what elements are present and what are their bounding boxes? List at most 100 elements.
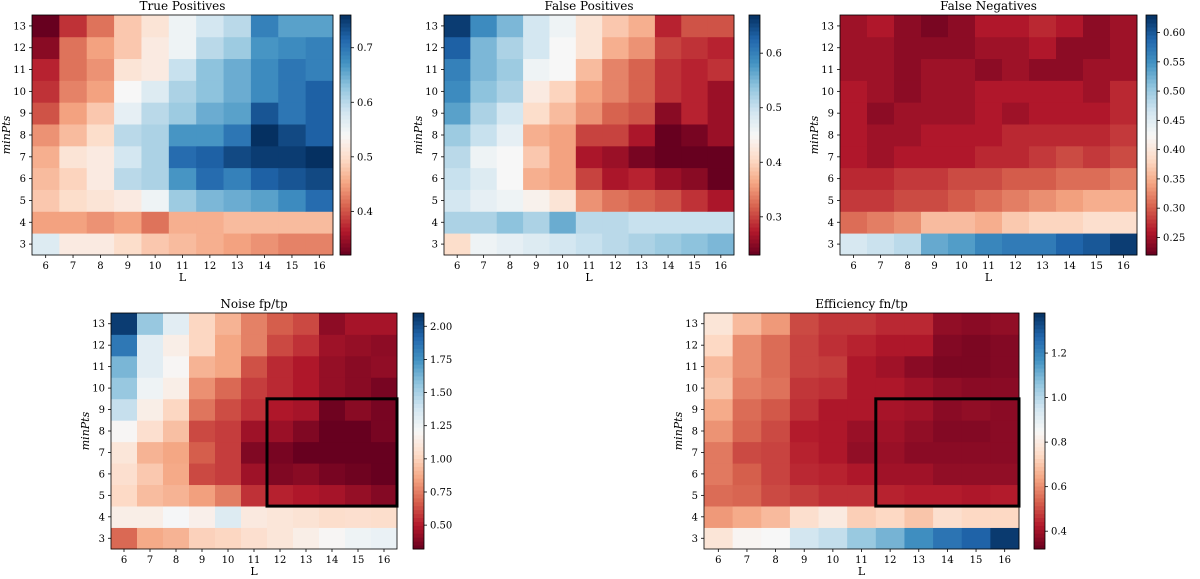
heatmap-cell-5-12 bbox=[196, 189, 224, 212]
heatmap-cell-4-9 bbox=[789, 506, 819, 528]
heatmap-cell-9-10 bbox=[948, 102, 976, 125]
heatmap-cell-7-14 bbox=[1056, 145, 1084, 169]
colorbar-segment bbox=[1146, 55, 1157, 60]
colorbar-segment bbox=[1034, 493, 1045, 499]
heatmap-cell-11-11 bbox=[847, 355, 877, 378]
heatmap-cell-4-11 bbox=[168, 211, 197, 234]
colorbar-segment bbox=[340, 183, 351, 188]
heatmap-cell-10-8 bbox=[496, 80, 524, 103]
heatmap-cell-12-16 bbox=[990, 334, 1020, 357]
colorbar-segment bbox=[340, 19, 351, 24]
heatmap-cell-5-9 bbox=[523, 189, 550, 212]
heatmap-cell-12-7 bbox=[59, 36, 88, 60]
heatmap-cell-9-15 bbox=[278, 102, 307, 125]
heatmap-cell-6-8 bbox=[86, 167, 115, 190]
heatmap-cell-6-7 bbox=[59, 167, 88, 190]
heatmap-cell-5-11 bbox=[168, 189, 197, 212]
heatmap-cell-3-15 bbox=[345, 527, 372, 550]
heatmap-cell-9-15 bbox=[345, 398, 372, 421]
heatmap-cell-12-15 bbox=[961, 334, 991, 357]
colorbar-tick-label: 0.25 bbox=[1163, 233, 1185, 244]
colorbar-segment bbox=[1146, 251, 1157, 256]
heatmap-cell-13-12 bbox=[602, 15, 629, 38]
heatmap-cell-3-9 bbox=[921, 233, 949, 256]
heatmap-cell-13-13 bbox=[223, 15, 252, 38]
heatmap-cell-8-12 bbox=[875, 420, 905, 443]
heatmap-cell-5-13 bbox=[223, 189, 252, 212]
heatmap-cell-6-6 bbox=[444, 167, 471, 190]
heatmap-cell-11-6 bbox=[840, 58, 868, 81]
heatmap-cell-7-9 bbox=[114, 145, 142, 169]
heatmap-cell-10-13 bbox=[628, 80, 656, 103]
colorbar-segment bbox=[413, 344, 424, 349]
heatmap-cell-12-14 bbox=[1056, 36, 1084, 60]
heatmap-cell-9-13 bbox=[223, 102, 252, 125]
heatmap-cell-13-10 bbox=[948, 15, 976, 38]
colorbar-segment bbox=[1146, 79, 1157, 84]
heatmap-cell-9-7 bbox=[59, 102, 88, 125]
colorbar-segment bbox=[749, 79, 760, 84]
heatmap-cell-4-8 bbox=[86, 211, 115, 234]
heatmap-cell-11-6 bbox=[32, 58, 60, 81]
heatmap-cell-13-15 bbox=[681, 15, 709, 38]
heatmap-cell-9-14 bbox=[1056, 102, 1084, 125]
heatmap-cell-9-12 bbox=[602, 102, 629, 125]
heatmap-cell-11-16 bbox=[305, 58, 334, 81]
heatmap-cell-10-9 bbox=[921, 80, 949, 103]
colorbar-segment bbox=[340, 163, 351, 168]
y-tick-label-8: 8 bbox=[20, 131, 26, 142]
colorbar-segment bbox=[1034, 470, 1045, 475]
heatmap-cell-12-13 bbox=[628, 36, 656, 60]
heatmap-cell-10-8 bbox=[894, 80, 922, 103]
heatmap-cell-9-6 bbox=[840, 102, 868, 125]
heatmap-cell-7-14 bbox=[933, 441, 963, 464]
heatmap-cell-6-9 bbox=[789, 463, 819, 486]
heatmap-cell-4-10 bbox=[818, 506, 848, 528]
heatmap-cell-7-16 bbox=[371, 441, 398, 464]
colorbar-segment bbox=[1146, 23, 1157, 28]
colorbar-segment bbox=[340, 191, 351, 196]
heatmap-cell-8-14 bbox=[1056, 124, 1084, 147]
colorbar-segment bbox=[1034, 533, 1045, 538]
colorbar-segment bbox=[413, 383, 424, 389]
heatmap-cell-4-8 bbox=[163, 506, 190, 528]
colorbar-segment bbox=[1034, 399, 1045, 404]
heatmap-cell-13-9 bbox=[921, 15, 949, 38]
x-tick-label-16: 16 bbox=[313, 261, 326, 272]
heatmap-cell-3-12 bbox=[602, 233, 629, 256]
heatmap-cell-8-15 bbox=[1083, 124, 1111, 147]
colorbar-segment bbox=[413, 497, 424, 503]
heatmap-cell-5-10 bbox=[549, 189, 577, 212]
colorbar-segment bbox=[1034, 431, 1045, 436]
heatmap-cell-10-6 bbox=[32, 80, 60, 103]
colorbar-segment bbox=[340, 119, 351, 124]
colorbar-segment bbox=[1034, 525, 1045, 530]
heatmap-cell-4-9 bbox=[523, 211, 550, 234]
colorbar-segment bbox=[1034, 545, 1045, 550]
heatmap-cell-12-8 bbox=[163, 334, 190, 357]
colorbar-segment bbox=[413, 427, 424, 432]
heatmap-cell-12-6 bbox=[840, 36, 868, 60]
y-tick-label-12: 12 bbox=[821, 43, 834, 54]
colorbar-segment bbox=[413, 375, 424, 381]
colorbar-segment bbox=[749, 83, 760, 88]
colorbar-segment bbox=[413, 391, 424, 397]
heatmap-cell-6-13 bbox=[223, 167, 252, 190]
colorbar-tick-label: 1.50 bbox=[430, 388, 452, 399]
heatmap-cell-10-11 bbox=[168, 80, 197, 103]
heatmap-cell-3-15 bbox=[278, 233, 307, 256]
colorbar-segment bbox=[340, 239, 351, 244]
heatmap-cell-6-6 bbox=[704, 463, 734, 486]
heatmap-panel-1: 6 7 8 9 10 11 12 13 14 15 16 3 4 5 6 7 8 9 10 11 12 13 True Po… bbox=[0, 0, 373, 284]
heatmap-cell-13-8 bbox=[86, 15, 115, 38]
heatmap-cell-12-7 bbox=[867, 36, 895, 60]
heatmap-cell-4-6 bbox=[840, 211, 868, 234]
colorbar-segment bbox=[413, 324, 424, 330]
heatmap-cell-5-8 bbox=[496, 189, 524, 212]
colorbar-segment bbox=[1034, 356, 1045, 361]
heatmap-cell-8-9 bbox=[789, 420, 819, 443]
heatmap-cell-3-9 bbox=[189, 527, 216, 550]
colorbar-tick-label: 0.55 bbox=[1163, 57, 1185, 68]
heatmap-cell-3-12 bbox=[196, 233, 224, 256]
